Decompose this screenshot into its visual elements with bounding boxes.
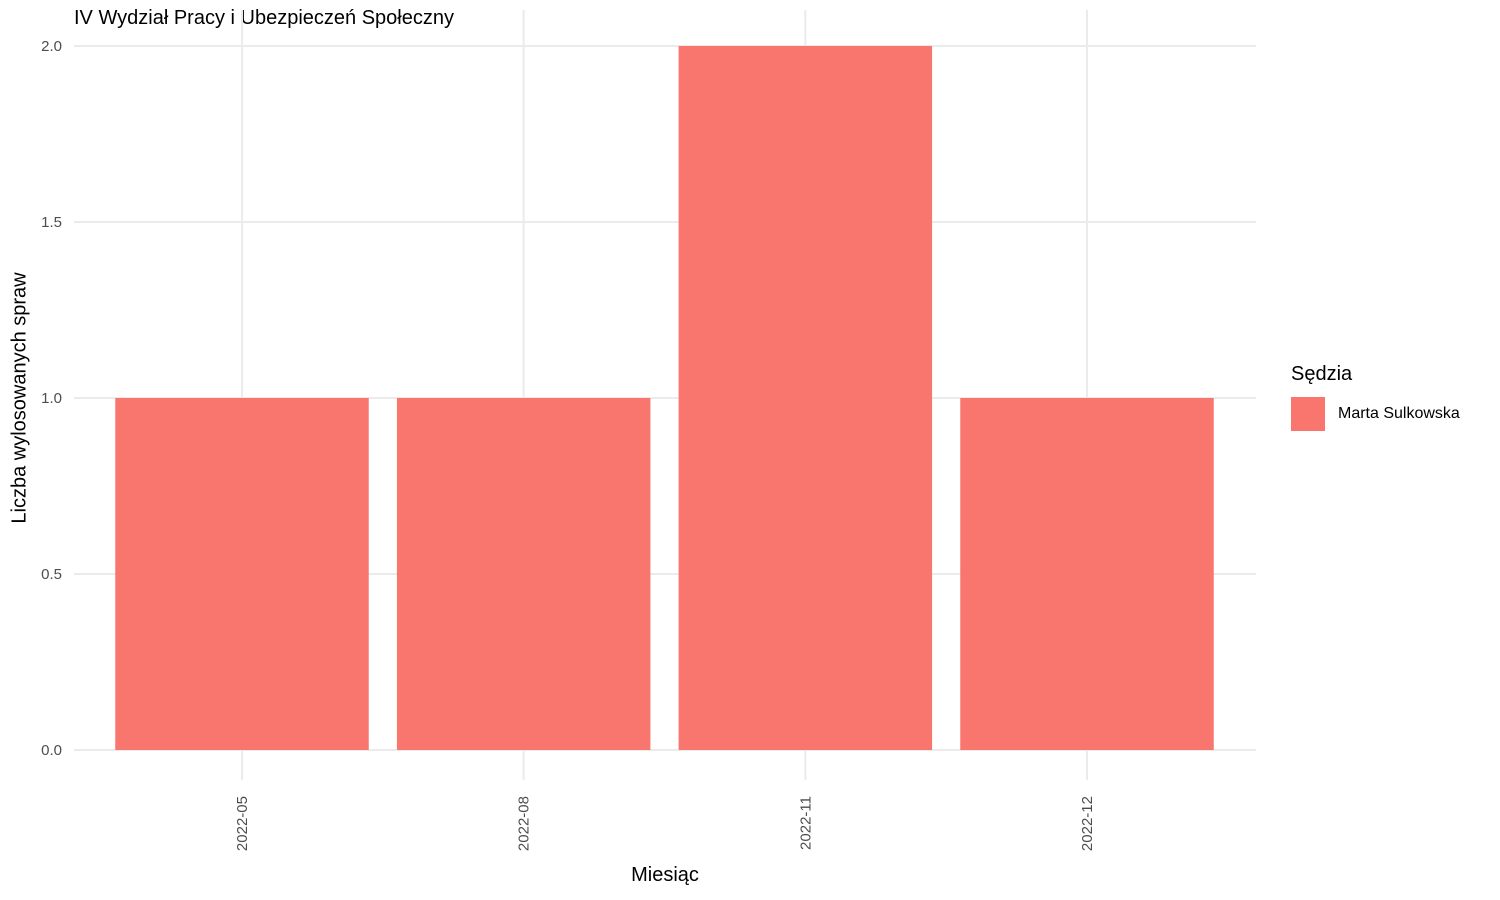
y-tick-label: 1.0 [41, 390, 62, 407]
x-axis-label: Miesiąc [631, 864, 699, 886]
legend-label: Marta Sulkowska [1338, 405, 1460, 422]
legend-title: Sędzia [1291, 363, 1353, 385]
y-tick-label: 0.5 [41, 566, 62, 583]
y-tick-label: 2.0 [41, 38, 62, 55]
bar-2022-05 [115, 398, 369, 750]
chart-title: IV Wydział Pracy i Ubezpieczeń Społeczny [74, 7, 454, 29]
x-tick-label: 2022-12 [1079, 796, 1096, 851]
x-tick-label: 2022-08 [516, 796, 533, 851]
bar-2022-11 [678, 46, 933, 750]
x-tick-label: 2022-05 [234, 796, 251, 851]
bar-2022-12 [960, 398, 1214, 750]
x-tick-label: 2022-11 [797, 796, 814, 850]
bar-2022-08 [396, 398, 651, 750]
y-tick-label: 0.0 [41, 742, 62, 759]
y-axis-label: Liczba wylosowanych spraw [8, 272, 31, 524]
y-tick-label: 1.5 [41, 214, 62, 231]
legend-key-swatch [1291, 397, 1325, 431]
